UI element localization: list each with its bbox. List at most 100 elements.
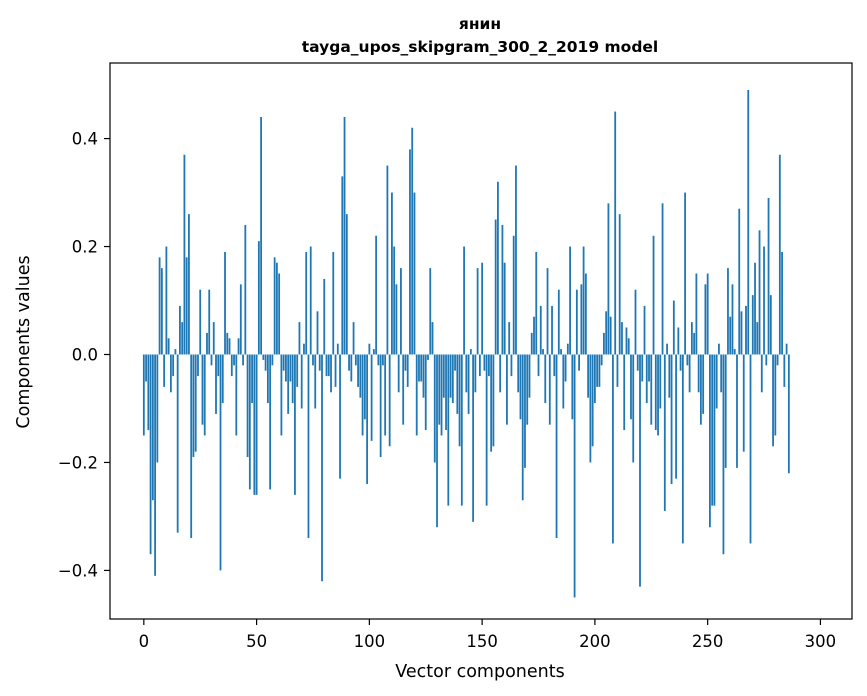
bar-52 (260, 116, 262, 355)
bar-231 (663, 354, 666, 512)
bar-95 (357, 354, 359, 387)
y-tick-label: 0.4 (72, 130, 98, 149)
bar-65 (289, 354, 292, 382)
bar-15 (176, 354, 179, 533)
chart-title: янин (459, 15, 501, 33)
bar-43 (239, 284, 242, 355)
bar-199 (591, 354, 594, 447)
y-axis-ticks: −0.4 −0.2 0.0 0.2 0.4 (58, 130, 110, 580)
bar-27 (203, 354, 206, 436)
bar-259 (727, 268, 729, 355)
bar-204 (603, 332, 605, 355)
bar-3 (149, 354, 152, 555)
bar-198 (589, 354, 592, 463)
bar-193 (578, 354, 580, 371)
bar-170 (526, 354, 529, 425)
bar-234 (670, 354, 673, 485)
bar-74 (309, 246, 312, 355)
bar-152 (485, 354, 488, 506)
bar-34 (219, 354, 222, 571)
bar-32 (215, 354, 217, 414)
bar-76 (314, 354, 317, 409)
bar-189 (569, 246, 571, 355)
bar-53 (262, 354, 265, 360)
bar-31 (212, 322, 215, 355)
bar-255 (718, 343, 720, 355)
bar-208 (612, 354, 614, 544)
bar-97 (361, 354, 364, 436)
bar-237 (677, 327, 680, 355)
bar-44 (242, 354, 244, 366)
x-axis-label: Vector components (395, 662, 564, 682)
bar-135 (447, 354, 450, 506)
bar-236 (675, 354, 677, 479)
bar-118 (409, 149, 411, 355)
bar-241 (686, 354, 689, 366)
bar-54 (264, 354, 267, 371)
bar-20 (188, 214, 190, 355)
bar-134 (445, 354, 447, 431)
bar-131 (438, 354, 441, 425)
bar-23 (194, 354, 197, 452)
bar-138 (454, 354, 456, 371)
bar-16 (179, 305, 181, 355)
bar-256 (720, 354, 723, 393)
bar-251 (709, 354, 711, 528)
bar-232 (666, 343, 668, 355)
bar-233 (668, 354, 671, 398)
bar-102 (372, 349, 375, 355)
bar-149 (478, 354, 481, 377)
bar-122 (418, 354, 420, 382)
bar-192 (575, 289, 578, 355)
bar-92 (350, 354, 353, 382)
bar-278 (769, 295, 772, 355)
bar-224 (648, 354, 650, 382)
bar-22 (192, 354, 195, 458)
bar-40 (233, 354, 235, 366)
bar-257 (722, 354, 725, 555)
bar-126 (427, 354, 429, 360)
bar-268 (747, 89, 750, 355)
bar-81 (325, 354, 328, 377)
bar-7 (158, 257, 161, 355)
bar-191 (573, 354, 576, 598)
bar-114 (400, 268, 402, 355)
bar-14 (174, 349, 177, 355)
bar-2 (147, 354, 150, 431)
bar-159 (501, 224, 504, 355)
bar-153 (487, 354, 490, 377)
bar-90 (345, 214, 348, 355)
bar-210 (616, 354, 619, 387)
bar-0 (142, 354, 145, 436)
bar-45 (244, 224, 247, 355)
bar-271 (754, 262, 756, 355)
bar-68 (296, 354, 299, 387)
bar-172 (530, 332, 533, 355)
bar-214 (625, 327, 628, 355)
bar-37 (226, 332, 229, 355)
bar-59 (275, 262, 278, 355)
bar-38 (228, 338, 231, 355)
bar-99 (366, 354, 368, 485)
bar-127 (429, 268, 432, 355)
bar-98 (363, 354, 366, 420)
bar-196 (584, 273, 587, 355)
bar-79 (321, 354, 323, 582)
bar-137 (451, 354, 454, 404)
bar-274 (760, 354, 763, 393)
bar-230 (661, 203, 664, 355)
bar-141 (460, 354, 463, 506)
bar-184 (557, 289, 560, 355)
bar-48 (251, 354, 253, 404)
bar-55 (266, 354, 269, 404)
bar-36 (224, 251, 226, 355)
bar-248 (702, 354, 705, 414)
x-axis-ticks: 0 50 100 150 200 250 300 (139, 619, 836, 651)
bar-187 (564, 354, 567, 382)
bar-143 (465, 354, 468, 393)
bar-91 (348, 354, 350, 371)
bar-6 (156, 354, 159, 463)
bar-88 (341, 176, 344, 355)
bar-147 (474, 354, 477, 393)
bar-261 (731, 284, 734, 355)
